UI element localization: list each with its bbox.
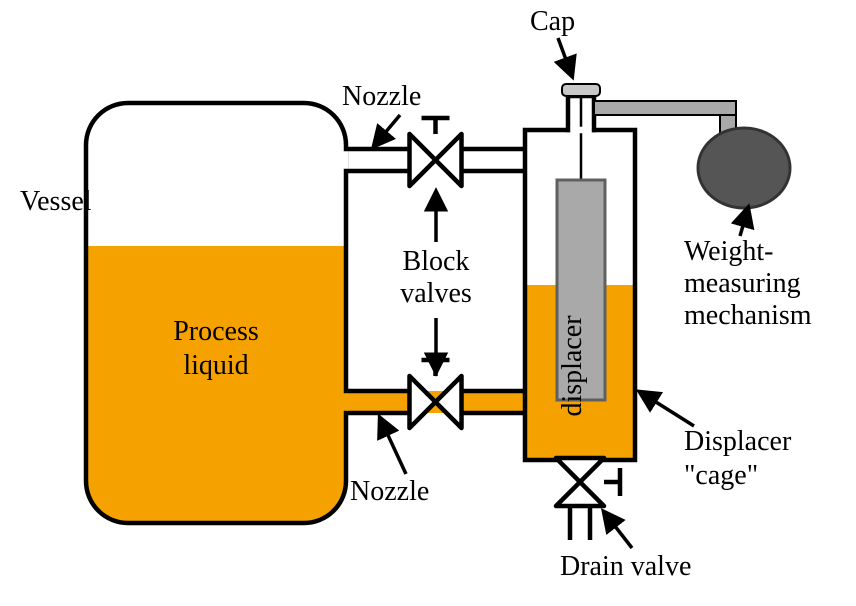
label-nozzle_bot: Nozzle <box>350 476 429 507</box>
block-valve <box>410 134 462 186</box>
label-cap: Cap <box>530 6 575 37</box>
label-displacer_text: displacer <box>557 315 588 417</box>
vessel-liquid <box>86 246 346 523</box>
arrow-drain <box>604 512 632 548</box>
arrow-cage <box>640 392 694 426</box>
label-process_l1: Process <box>173 316 259 347</box>
label-weight_l3: mechanism <box>684 300 812 331</box>
label-displacer_cage_l2: "cage" <box>684 460 758 491</box>
label-nozzle_top: Nozzle <box>342 81 421 112</box>
lever-arm <box>594 101 736 115</box>
arrow-nozzle_bot <box>380 418 406 474</box>
block-valve <box>410 376 462 428</box>
label-process_l2: liquid <box>183 350 248 381</box>
arrow-weight <box>740 208 748 236</box>
label-vessel: Vessel <box>20 186 92 217</box>
label-displacer_cage_l1: Displacer <box>684 426 792 457</box>
label-block_valves_l2: valves <box>400 278 472 309</box>
label-weight_l2: measuring <box>684 268 801 299</box>
drain-valve <box>556 458 604 506</box>
cap <box>562 84 600 96</box>
label-block_valves_l1: Block <box>403 246 470 277</box>
label-weight_l1: Weight- <box>684 236 774 267</box>
arrow-nozzle_top <box>374 115 400 146</box>
weight-ball <box>698 128 790 208</box>
label-drain_valve: Drain valve <box>560 551 691 582</box>
arrow-cap <box>558 38 572 76</box>
